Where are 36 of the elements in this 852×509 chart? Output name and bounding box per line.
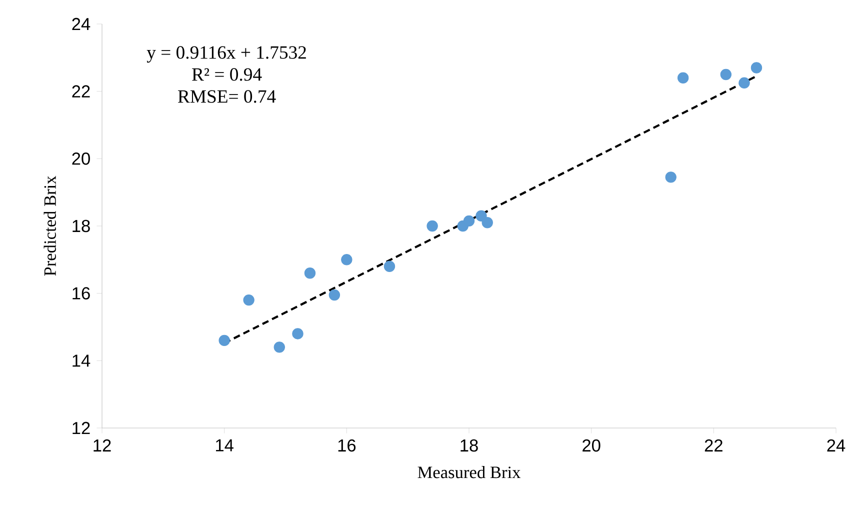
y-tick-label: 20 — [72, 152, 90, 165]
y-axis-title: Predicted Brix — [44, 176, 56, 276]
x-tick-label: 18 — [460, 439, 478, 452]
x-tick-label: 14 — [216, 439, 234, 452]
point — [738, 77, 750, 89]
annotation: RMSE= 0.74 — [178, 90, 276, 103]
x-tick-label: 20 — [582, 439, 600, 452]
point — [218, 334, 230, 346]
point — [463, 215, 475, 227]
y-tick-label: 24 — [72, 18, 90, 30]
y-tick-label: 16 — [72, 287, 90, 300]
point — [476, 210, 487, 222]
point — [677, 72, 689, 84]
x-tick-label: 12 — [94, 439, 111, 452]
y-tick-label: 22 — [72, 85, 90, 98]
x-tick-label: 24 — [827, 439, 846, 452]
point — [426, 220, 438, 232]
point — [304, 268, 316, 279]
point — [384, 260, 396, 272]
point — [750, 62, 762, 74]
x-axis-title: Measured Brix — [418, 466, 521, 478]
point — [482, 217, 493, 228]
annotation: y = 0.9116x + 1.7532 — [146, 46, 306, 63]
point — [341, 254, 352, 266]
point — [720, 68, 732, 80]
x-tick-label: 22 — [704, 439, 722, 452]
y-tick-label: 18 — [72, 220, 90, 232]
annotation: R² = 0.94 — [192, 68, 262, 81]
point — [274, 342, 285, 353]
y-tick-label: 14 — [72, 354, 90, 367]
point — [665, 172, 676, 183]
point — [292, 328, 304, 340]
x-tick-label: 16 — [338, 439, 356, 452]
point — [243, 294, 254, 306]
point — [328, 289, 340, 301]
y-tick-label: 12 — [72, 422, 90, 434]
